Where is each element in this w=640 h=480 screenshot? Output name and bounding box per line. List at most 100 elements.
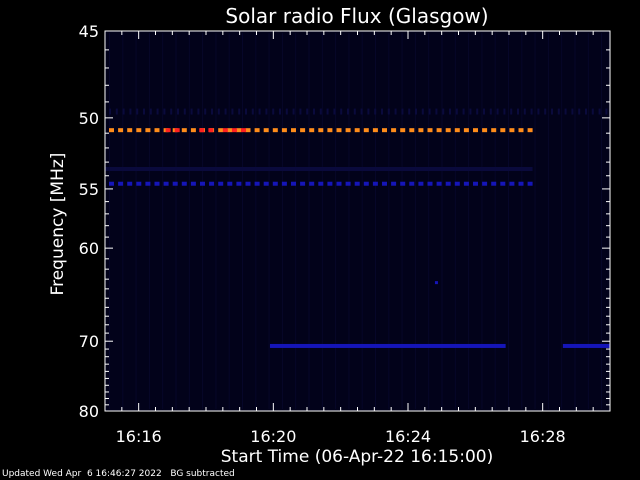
band-dash	[313, 108, 315, 115]
band-dash	[503, 108, 506, 115]
band-dash	[509, 128, 515, 133]
band-dash	[449, 108, 451, 115]
band-dash	[598, 108, 601, 115]
band-dash	[224, 108, 227, 115]
data-marks	[105, 33, 610, 409]
background-streak	[508, 33, 509, 409]
background-streak	[428, 33, 430, 409]
band-dash	[251, 108, 254, 115]
band-dash	[578, 108, 581, 115]
band-dash	[181, 128, 187, 133]
background-streak	[281, 33, 283, 409]
band-dash	[279, 108, 281, 115]
band-dash	[473, 128, 478, 133]
band-dash	[445, 128, 451, 133]
background-streak	[574, 33, 576, 409]
band-dash	[353, 108, 356, 115]
band-dash	[254, 128, 260, 133]
band-hotspot	[231, 128, 237, 133]
band-dash	[409, 128, 415, 133]
band-dash	[172, 181, 178, 186]
band-dash	[211, 108, 213, 115]
band-dash	[145, 181, 151, 186]
band-dash	[605, 108, 608, 115]
band-dash	[455, 108, 458, 115]
band-dash	[318, 181, 324, 186]
band-dash	[387, 108, 390, 115]
band-dash	[197, 108, 200, 115]
band-dash	[109, 108, 111, 115]
background-streak	[601, 33, 603, 409]
band-dash	[170, 108, 173, 115]
band-dash	[401, 108, 404, 115]
band-dash	[382, 128, 387, 133]
band-dash	[382, 181, 387, 186]
band-dash	[154, 128, 160, 133]
background-streak	[215, 33, 217, 409]
band-dash	[394, 108, 397, 115]
band-dash	[300, 181, 306, 186]
band-dash	[585, 108, 587, 115]
band-dash	[218, 181, 224, 186]
band-dash	[400, 128, 406, 133]
background-streak	[255, 33, 257, 409]
y-tick-label: 50	[79, 109, 99, 128]
y-tick-label: 80	[79, 402, 99, 421]
band-dash	[367, 108, 370, 115]
band-dash	[544, 108, 547, 115]
y-ticks: 45 50 55 60 70 80	[79, 22, 610, 421]
band-dash	[218, 128, 224, 133]
band-dash	[491, 181, 497, 186]
band-dash	[391, 128, 397, 133]
background-streak	[162, 33, 164, 409]
band-dash	[400, 181, 406, 186]
background-streak	[401, 33, 403, 409]
band-dash	[354, 128, 360, 133]
band-dash	[345, 128, 351, 133]
band-dash	[372, 181, 378, 186]
background-streak	[202, 33, 204, 409]
band-dash	[336, 181, 342, 186]
band-dash	[517, 108, 519, 115]
band-dash	[122, 108, 125, 115]
band-dash	[217, 108, 220, 115]
band-dash	[409, 181, 415, 186]
band-dash	[231, 108, 234, 115]
band-dash	[327, 128, 333, 133]
band-dash	[421, 108, 424, 115]
background-streak	[321, 33, 323, 409]
background-streak	[122, 33, 124, 409]
band-dash	[537, 108, 540, 115]
x-tick-label: 16:16	[116, 427, 162, 446]
band-dash	[435, 108, 438, 115]
band-dash	[272, 108, 275, 115]
band-dash	[527, 181, 533, 186]
band-dash	[154, 181, 160, 186]
band-dash	[469, 108, 472, 115]
band-dash	[354, 181, 360, 186]
band-dash	[300, 128, 306, 133]
background-streak	[175, 33, 177, 409]
background-streak	[534, 33, 536, 409]
band-line	[269, 343, 506, 348]
band-dash	[491, 128, 497, 133]
band-dash	[463, 128, 469, 133]
band-dash	[292, 108, 295, 115]
y-axis-label: Frequency [MHz]	[48, 153, 68, 296]
band-dash	[462, 108, 465, 115]
band-dash	[418, 128, 424, 133]
y-tick-label: 55	[79, 180, 99, 199]
band-dash	[143, 108, 145, 115]
band-dash	[482, 181, 488, 186]
band-dash	[190, 181, 196, 186]
band-dash	[518, 128, 524, 133]
band-dash	[571, 108, 574, 115]
footer-status: Updated Wed Apr 6 16:46:27 2022 BG subtr…	[2, 468, 235, 480]
band-dash	[272, 181, 278, 186]
chart-title: Solar radio Flux (Glasgow)	[225, 4, 488, 28]
band-dash	[518, 181, 524, 186]
background-streak	[521, 33, 523, 409]
band-dash	[265, 108, 268, 115]
band-dash	[564, 108, 567, 115]
band-dash	[476, 108, 479, 115]
